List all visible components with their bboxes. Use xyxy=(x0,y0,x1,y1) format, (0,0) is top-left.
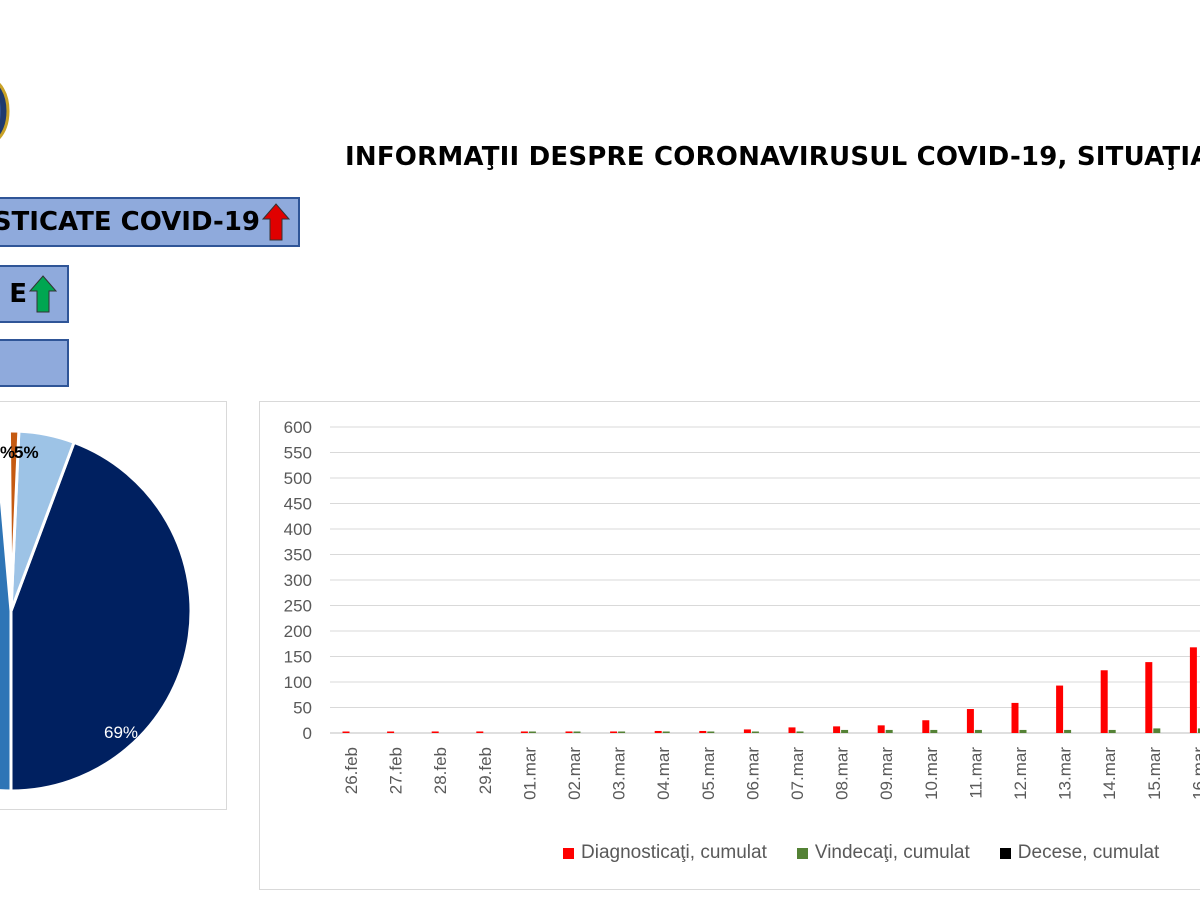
bar xyxy=(1056,685,1064,733)
bar xyxy=(966,709,974,733)
x-tick-label: 29.feb xyxy=(476,747,495,794)
bar xyxy=(1011,702,1019,733)
legend-swatch xyxy=(999,847,1011,859)
pie-slice xyxy=(9,440,193,793)
y-tick-label: 600 xyxy=(284,418,312,437)
bar xyxy=(974,729,982,733)
pie-chart-panel: 69% 5%% xyxy=(0,401,227,810)
bar xyxy=(743,729,751,733)
x-tick-label: 13.mar xyxy=(1056,747,1075,800)
legend-label: Vindecaţi, cumulat xyxy=(814,842,970,863)
bar xyxy=(1197,728,1200,733)
y-tick-label: 100 xyxy=(284,673,312,692)
page-title: INFORMAŢII DESPRE CORONAVIRUSUL COVID-19… xyxy=(345,142,1200,172)
x-tick-label: 05.mar xyxy=(699,747,718,800)
x-tick-label: 27.feb xyxy=(387,747,406,794)
legend-item-recovered: Vindecaţi, cumulat xyxy=(796,842,970,864)
x-tick-label: 10.mar xyxy=(922,747,941,800)
y-tick-label: 50 xyxy=(293,699,312,718)
bar xyxy=(1019,729,1027,733)
bar xyxy=(930,729,938,733)
bar xyxy=(342,731,350,733)
bar xyxy=(1108,729,1116,733)
x-tick-label: 09.mar xyxy=(877,747,896,800)
pie-slice-other xyxy=(0,468,13,793)
stat-label-recovered: E xyxy=(9,279,27,309)
bar xyxy=(788,727,796,733)
y-tick-label: 0 xyxy=(303,724,312,743)
chart-legend: Diagnosticaţi, cumulat Vindecaţi, cumula… xyxy=(563,842,1159,864)
bar xyxy=(1145,662,1153,733)
x-tick-label: 11.mar xyxy=(966,747,985,799)
bar xyxy=(833,726,841,733)
bar xyxy=(520,731,528,733)
y-tick-label: 250 xyxy=(284,597,312,616)
x-tick-label: 28.feb xyxy=(431,747,450,794)
legend-swatch xyxy=(563,847,574,859)
x-tick-label: 26.feb xyxy=(342,747,361,794)
bar xyxy=(618,731,626,733)
bar xyxy=(565,731,573,733)
legend-label: Diagnosticaţi, cumulat xyxy=(581,842,767,863)
bar xyxy=(1189,647,1197,733)
pie-label: % xyxy=(0,443,15,462)
x-tick-label: 12.mar xyxy=(1011,747,1030,800)
pie-slice xyxy=(7,429,21,612)
y-tick-label: 350 xyxy=(284,546,312,565)
x-tick-label: 16.mar xyxy=(1189,747,1200,800)
x-tick-label: 08.mar xyxy=(833,747,852,800)
x-tick-label: 15.mar xyxy=(1145,747,1164,800)
stat-box-deaths xyxy=(0,339,69,387)
stat-label-diagnosed: STICATE COVID-19 xyxy=(0,207,260,237)
pie-label: 69% xyxy=(104,723,138,742)
bar xyxy=(796,731,804,733)
x-tick-label: 06.mar xyxy=(743,747,762,800)
legend-label: Decese, cumulat xyxy=(1017,842,1160,863)
bar xyxy=(841,729,849,733)
x-tick-label: 14.mar xyxy=(1100,747,1119,800)
x-tick-label: 02.mar xyxy=(565,747,584,800)
bar xyxy=(476,731,484,733)
x-tick-label: 01.mar xyxy=(520,747,539,800)
y-tick-label: 550 xyxy=(284,444,312,463)
legend-item-diagnosed: Diagnosticaţi, cumulat xyxy=(563,842,767,864)
bar xyxy=(573,731,581,733)
bar xyxy=(528,731,536,733)
arrow-up-icon xyxy=(262,203,290,241)
y-tick-label: 300 xyxy=(284,571,312,590)
y-tick-label: 500 xyxy=(284,469,312,488)
y-tick-label: 200 xyxy=(284,622,312,641)
x-tick-label: 07.mar xyxy=(788,747,807,800)
bar xyxy=(1153,728,1161,733)
pie-chart: 69% 5%% xyxy=(0,429,193,793)
bar-chart-panel: 0 50 100 150 200 250 300 350 400 450 500 550 600 26.f… xyxy=(259,401,1200,890)
bar xyxy=(699,730,707,733)
bar xyxy=(387,731,395,733)
stat-box-diagnosed: STICATE COVID-19 xyxy=(0,197,300,247)
bar xyxy=(877,725,885,733)
bar xyxy=(431,731,439,733)
bar xyxy=(654,730,662,733)
emblem-logo xyxy=(0,83,10,139)
legend-item-deaths: Decese, cumulat xyxy=(999,842,1160,864)
y-tick-label: 450 xyxy=(284,495,312,514)
arrow-up-icon xyxy=(29,275,57,313)
x-tick-label: 03.mar xyxy=(610,747,629,800)
stat-box-recovered: E xyxy=(0,265,69,323)
bar xyxy=(922,720,930,733)
pie-label: 5% xyxy=(14,443,39,462)
bar xyxy=(707,731,715,733)
legend-swatch xyxy=(796,847,808,859)
bar xyxy=(751,731,759,733)
bar xyxy=(885,729,893,733)
bar xyxy=(662,731,670,733)
y-tick-label: 400 xyxy=(284,520,312,539)
bar-chart: 0 50 100 150 200 250 300 350 400 450 500 550 600 26.f… xyxy=(284,418,1200,800)
bar xyxy=(1100,670,1108,733)
x-tick-label: 04.mar xyxy=(654,747,673,800)
y-tick-label: 150 xyxy=(284,648,312,667)
bar xyxy=(610,731,618,733)
bar xyxy=(1064,729,1072,733)
